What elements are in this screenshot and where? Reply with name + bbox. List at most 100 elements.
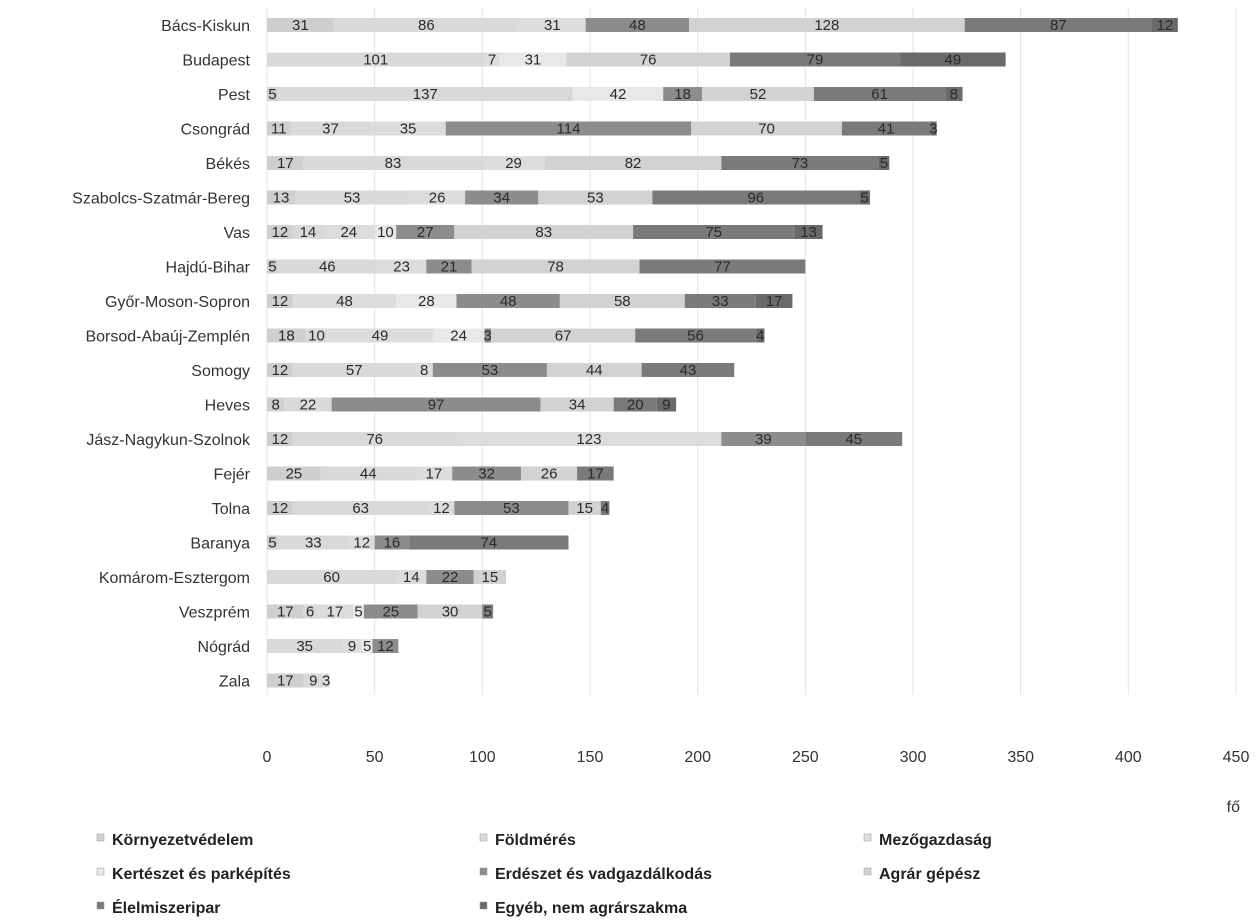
bar-segment [327, 328, 433, 343]
data-label: 82 [625, 155, 642, 172]
data-label: 17 [426, 466, 443, 483]
data-label: 56 [687, 328, 704, 345]
bar-segment [585, 18, 690, 32]
data-label: 53 [344, 190, 361, 207]
legend-entry: Földmérés [495, 832, 576, 849]
data-label: 9 [662, 397, 670, 414]
data-label: 9 [348, 638, 356, 655]
data-label: 12 [1157, 17, 1174, 34]
category-label: Zala [219, 674, 250, 691]
data-label: 60 [323, 569, 340, 586]
bar-segment [859, 190, 870, 205]
bar-segment [267, 432, 293, 446]
bar-segment [473, 570, 507, 584]
data-label: 12 [272, 431, 289, 448]
bar-segment [930, 121, 937, 136]
bar-segment [267, 121, 291, 136]
data-label: 12 [272, 362, 289, 379]
bar-segment [964, 18, 1153, 32]
data-label: 101 [363, 52, 388, 69]
legend-entry: Egyéb, nem agrárszakma [495, 900, 687, 917]
data-label: 24 [340, 224, 357, 241]
bar-segment [376, 259, 427, 274]
data-label: 83 [385, 155, 402, 172]
data-label: 123 [576, 431, 601, 448]
bar-segment [490, 328, 636, 343]
data-label: 17 [766, 293, 783, 310]
bar-segment [721, 156, 879, 170]
data-label: 137 [413, 86, 438, 103]
tick-label-150: 150 [577, 749, 604, 766]
legend-swatch [479, 833, 488, 842]
data-label: 53 [587, 190, 604, 207]
x-axis-ticks: 0 50 100 150 200 250 300 350 400 450 [263, 749, 1250, 766]
data-label: 128 [814, 17, 839, 34]
bar-segment [342, 639, 362, 653]
data-label: 15 [576, 500, 593, 517]
data-label: 58 [614, 293, 631, 310]
bar-segment [945, 87, 963, 101]
bar-segment [267, 259, 278, 274]
bar-segment [415, 363, 433, 377]
data-label: 5 [268, 535, 276, 552]
data-label: 67 [555, 328, 572, 345]
bar-segment [600, 501, 610, 515]
bar-segment [292, 225, 323, 239]
bar-segment [361, 639, 373, 653]
data-label: 18 [278, 328, 295, 345]
category-label: Pest [218, 87, 251, 104]
category-label: Baranya [190, 536, 250, 553]
data-label: 10 [308, 328, 325, 345]
data-label: 70 [758, 121, 775, 138]
data-label: 26 [541, 466, 558, 483]
data-label: 33 [305, 535, 322, 552]
category-label: Nógrád [198, 639, 250, 656]
bar-segment [641, 363, 735, 377]
data-label: 12 [272, 293, 289, 310]
bar-segment [701, 87, 814, 101]
bar-segment [267, 190, 295, 205]
bar-segment [652, 190, 860, 205]
data-label: 32 [478, 466, 495, 483]
data-label: 13 [800, 224, 817, 241]
bar-segment [372, 639, 399, 653]
bar-segment [663, 87, 702, 101]
data-label: 4 [756, 328, 764, 345]
data-label: 5 [880, 155, 888, 172]
data-label: 48 [629, 17, 646, 34]
category-label: Szabolcs-Szatmár-Bereg [72, 191, 250, 208]
bar-segment [267, 156, 304, 170]
data-label: 24 [450, 328, 467, 345]
data-label: 12 [272, 224, 289, 241]
data-label: 14 [403, 569, 420, 586]
data-label: 5 [860, 190, 868, 207]
data-label: 76 [640, 52, 657, 69]
data-label: 10 [377, 224, 394, 241]
bar-segment [445, 121, 692, 136]
category-label: Veszprém [179, 605, 250, 622]
data-label: 31 [292, 17, 309, 34]
data-label: 87 [1050, 17, 1067, 34]
data-label: 8 [950, 86, 958, 103]
bar-segment [348, 535, 375, 550]
bar-segment [755, 294, 793, 308]
data-label: 12 [353, 535, 370, 552]
data-label: 14 [300, 224, 317, 241]
data-label: 33 [712, 293, 729, 310]
data-label: 31 [544, 17, 561, 34]
bar-segment [684, 294, 756, 308]
data-label: 30 [442, 604, 459, 621]
data-label: 53 [482, 362, 499, 379]
x-axis-unit-label: fő [1227, 799, 1240, 816]
category-label: Jász-Nagykun-Szolnok [86, 432, 251, 449]
data-label: 74 [480, 535, 497, 552]
bar-segment [544, 156, 722, 170]
bar-segment [456, 294, 560, 308]
bar-segment [305, 328, 328, 343]
data-label: 35 [296, 638, 313, 655]
data-label: 9 [309, 673, 317, 690]
data-label: 21 [441, 259, 458, 276]
data-label: 34 [569, 397, 586, 414]
